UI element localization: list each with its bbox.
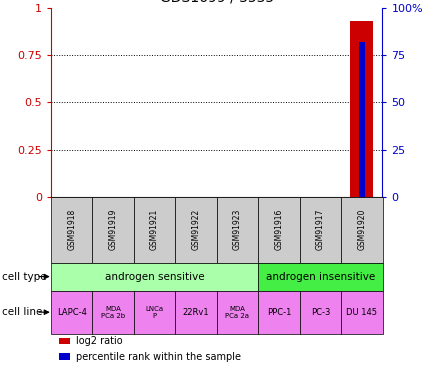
Text: GSM91922: GSM91922 [192, 209, 201, 251]
Bar [134, 197, 175, 262]
Text: GSM91920: GSM91920 [357, 209, 366, 251]
Text: LNCa
P: LNCa P [145, 306, 164, 319]
Bar [134, 291, 175, 334]
Bar [175, 197, 217, 262]
Bar [258, 197, 300, 262]
Bar [92, 291, 134, 334]
Text: DU 145: DU 145 [346, 308, 377, 316]
Bar [92, 197, 134, 262]
Text: cell type: cell type [2, 272, 47, 282]
Bar [359, 42, 365, 197]
Bar [175, 291, 217, 334]
Text: PC-3: PC-3 [311, 308, 330, 316]
Bar [51, 197, 92, 262]
Text: PPC-1: PPC-1 [267, 308, 291, 316]
Title: GDS1699 / 3535: GDS1699 / 3535 [160, 0, 274, 5]
Text: percentile rank within the sample: percentile rank within the sample [76, 352, 241, 362]
Text: GSM91919: GSM91919 [109, 209, 118, 251]
Bar [217, 197, 258, 262]
Bar [51, 262, 258, 291]
Bar [300, 197, 341, 262]
Bar [51, 291, 92, 334]
Text: GSM91918: GSM91918 [67, 209, 76, 251]
Text: MDA
PCa 2b: MDA PCa 2b [101, 306, 125, 319]
Bar [350, 21, 373, 197]
Text: GSM91916: GSM91916 [275, 209, 283, 251]
Text: cell line: cell line [2, 307, 42, 317]
Text: androgen insensitive: androgen insensitive [266, 272, 375, 282]
Bar [300, 291, 341, 334]
Text: GSM91917: GSM91917 [316, 209, 325, 251]
Text: GSM91923: GSM91923 [233, 209, 242, 251]
Bar [341, 197, 382, 262]
Text: GSM91921: GSM91921 [150, 209, 159, 251]
Text: androgen sensitive: androgen sensitive [105, 272, 204, 282]
Text: 22Rv1: 22Rv1 [183, 308, 210, 316]
Bar [258, 291, 300, 334]
Text: log2 ratio: log2 ratio [76, 336, 123, 346]
Bar [341, 291, 382, 334]
Bar [258, 262, 382, 291]
Bar [217, 291, 258, 334]
Text: MDA
PCa 2a: MDA PCa 2a [226, 306, 249, 319]
Text: LAPC-4: LAPC-4 [57, 308, 87, 316]
